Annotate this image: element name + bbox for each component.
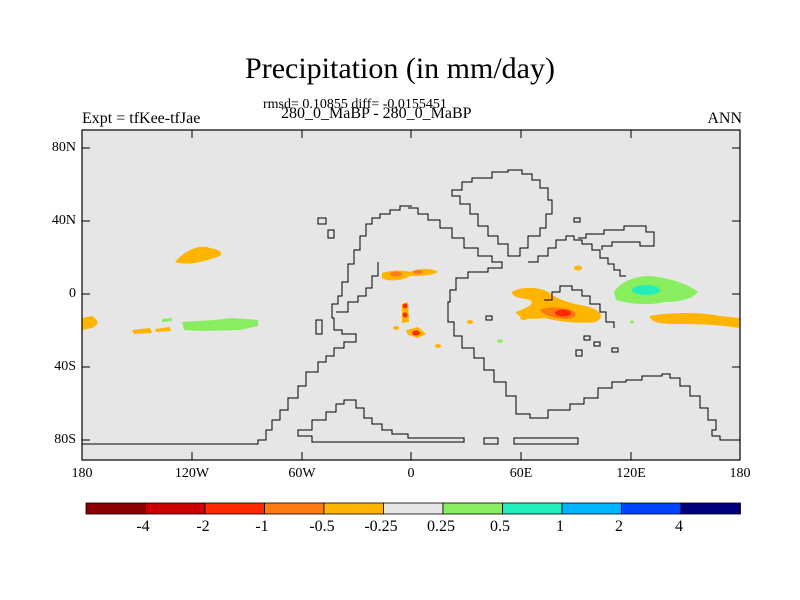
- colorbar-label: -2: [196, 518, 210, 535]
- coastline-americas: [82, 205, 412, 445]
- coastline-greenland: [451, 169, 553, 257]
- colorbar-label: 0.5: [490, 518, 510, 535]
- x-tick-label: 0: [407, 466, 415, 481]
- x-tick-label: 180: [71, 466, 93, 481]
- x-tick-label: 120E: [616, 466, 646, 481]
- anomaly-patch: [630, 320, 634, 324]
- experiment-label: Expt = tfKee-tfJae: [82, 110, 201, 127]
- colorbar-swatch: [323, 502, 384, 515]
- colorbar-label: -1: [255, 518, 269, 535]
- stats-line: rmsd= 0.10855 diff= -0.0155451: [263, 97, 447, 112]
- anomaly-patch: [155, 327, 171, 332]
- colorbar-label: 2: [615, 518, 623, 535]
- coastline-island: [575, 349, 583, 357]
- coastline-island: [315, 319, 323, 335]
- anomaly-patch: [182, 318, 258, 331]
- anomaly-patch: [497, 339, 503, 343]
- anomaly-patch: [632, 285, 660, 295]
- anomaly-patch: [520, 316, 528, 320]
- colorbar-swatch: [204, 502, 265, 515]
- colorbar-swatch: [680, 502, 741, 515]
- colorbar-swatch: [621, 502, 682, 515]
- colorbar: [85, 502, 741, 515]
- anomaly-patch: [393, 326, 399, 330]
- coastline-africa: [408, 207, 740, 441]
- colorbar-swatch: [383, 502, 444, 515]
- coastline-island: [573, 217, 581, 223]
- anomaly-patch: [402, 303, 408, 309]
- anomaly-patch: [175, 246, 222, 264]
- coastline-island: [485, 315, 493, 321]
- anomaly-patch: [467, 320, 473, 324]
- colorbar-swatch: [502, 502, 563, 515]
- colorbar-swatch: [264, 502, 325, 515]
- anomaly-patch: [402, 312, 408, 318]
- coastline-island: [593, 341, 601, 347]
- x-tick-label: 120W: [174, 466, 210, 481]
- anomaly-patch: [390, 271, 402, 277]
- anomaly-patches: [82, 246, 740, 348]
- coastline-island: [583, 335, 591, 341]
- coastline-americas-gulf: [336, 262, 379, 313]
- anomaly-patch: [435, 344, 441, 348]
- colorbar-swatch: [145, 502, 206, 515]
- map-title: Precipitation (in mm/day): [245, 52, 555, 85]
- coastline-island: [317, 217, 327, 225]
- anomaly-patch: [512, 287, 601, 323]
- colorbar-label: 1: [556, 518, 564, 535]
- y-tick-label: 40N: [51, 213, 76, 228]
- colorbar-label: 0.25: [427, 518, 455, 535]
- y-tick-label: 80N: [51, 140, 76, 155]
- x-tick-label: 60E: [509, 466, 533, 481]
- coastline-island: [327, 229, 335, 239]
- colorbar-swatch: [442, 502, 503, 515]
- coastline-eurasia: [528, 235, 626, 277]
- coastline-island: [483, 437, 499, 445]
- x-tick-label: 60W: [288, 466, 316, 481]
- anomaly-patch: [650, 313, 740, 328]
- x-tick-label: 180: [729, 466, 751, 481]
- y-tick-label: 80S: [54, 432, 76, 447]
- anomaly-patch: [82, 316, 98, 330]
- coastline-antarctica-east: [513, 437, 579, 445]
- anomaly-patch: [412, 330, 420, 336]
- anomaly-patch: [574, 265, 582, 271]
- season-label: ANN: [707, 110, 742, 127]
- colorbar-swatch: [85, 502, 146, 515]
- colorbar-label: -0.5: [309, 518, 335, 535]
- coastline-asia-north: [578, 225, 655, 250]
- anomaly-patch: [132, 328, 152, 334]
- colorbar-label: -4: [136, 518, 150, 535]
- coastline-india: [544, 285, 615, 328]
- coastline-island: [611, 347, 619, 353]
- colorbar-swatch: [561, 502, 622, 515]
- colorbar-label: -0.25: [364, 518, 398, 535]
- anomaly-patch: [555, 309, 571, 317]
- anomaly-patch: [162, 318, 172, 322]
- colorbar-label: 4: [675, 518, 683, 535]
- axis-ticks: [82, 130, 740, 460]
- coastline-antarctica: [297, 399, 465, 443]
- anomaly-patch: [413, 270, 423, 274]
- coastlines: [82, 169, 740, 445]
- subtitle: 280_0_MaBP - 280_0_MaBP: [281, 105, 472, 122]
- y-tick-label: 0: [69, 286, 76, 301]
- y-tick-label: 40S: [54, 359, 76, 374]
